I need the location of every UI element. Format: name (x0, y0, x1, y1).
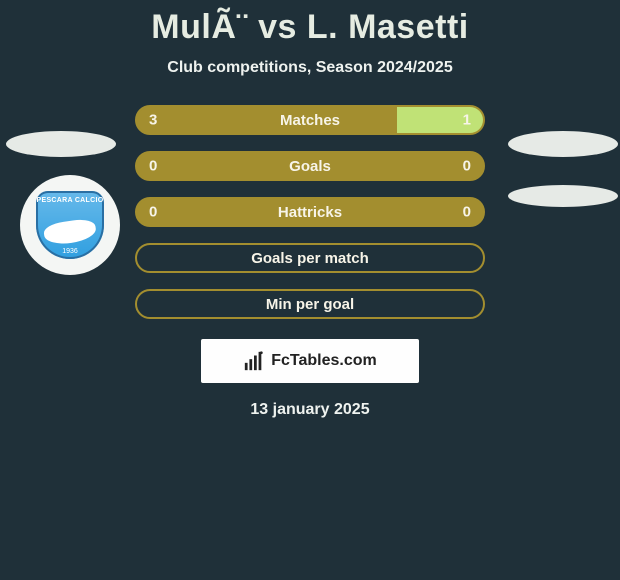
stat-label: Matches (137, 112, 483, 129)
stat-bar-matches: 31Matches (135, 105, 485, 135)
stat-label: Goals per match (137, 250, 483, 267)
stat-bar-gpm: Goals per match (135, 243, 485, 273)
comparison-panel: PESCARA CALCIO 1936 31Matches 00Goals 00Ha… (0, 105, 620, 419)
snapshot-date: 13 january 2025 (0, 401, 620, 419)
stat-label: Min per goal (137, 296, 483, 313)
stat-bar-mpg: Min per goal (135, 289, 485, 319)
crest-text: PESCARA CALCIO (36, 197, 104, 204)
watermark-text: FcTables.com (271, 352, 377, 370)
stat-label: Hattricks (137, 204, 483, 221)
stat-bar-goals: 00Goals (135, 151, 485, 181)
player-left-club-badge: PESCARA CALCIO 1936 (20, 175, 120, 275)
bar-chart-icon (243, 350, 265, 372)
player-right-avatar-placeholder (508, 131, 618, 157)
watermark[interactable]: FcTables.com (201, 339, 419, 383)
player-right-club-placeholder (508, 185, 618, 207)
stat-bars: 31Matches 00Goals 00Hattricks Goals per mat… (135, 105, 485, 319)
subtitle: Club competitions, Season 2024/2025 (0, 59, 620, 77)
stat-bar-hattricks: 00Hattricks (135, 197, 485, 227)
stat-label: Goals (137, 158, 483, 175)
crest-year: 1936 (36, 248, 104, 255)
page-title: MulÃ¨ vs L. Masetti (0, 0, 620, 47)
player-left-avatar-placeholder (6, 131, 116, 157)
pescara-crest: PESCARA CALCIO 1936 (36, 191, 104, 259)
